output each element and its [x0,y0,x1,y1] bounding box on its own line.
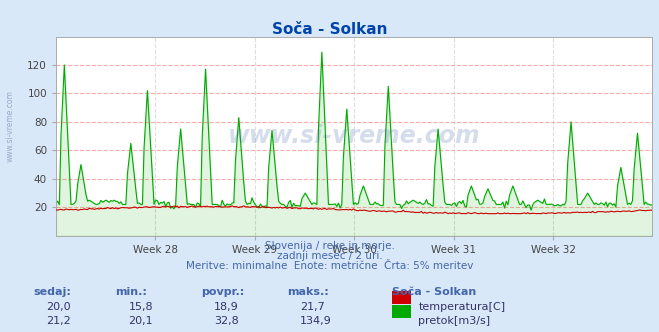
Text: Soča - Solkan: Soča - Solkan [272,22,387,37]
Text: 20,0: 20,0 [46,302,71,312]
Text: zadnji mesec / 2 uri.: zadnji mesec / 2 uri. [277,251,382,261]
Text: temperatura[C]: temperatura[C] [418,302,505,312]
Text: 20,1: 20,1 [129,316,153,326]
Text: www.si-vreme.com: www.si-vreme.com [228,124,480,148]
Text: maks.:: maks.: [287,287,328,297]
Text: sedaj:: sedaj: [33,287,71,297]
Text: 134,9: 134,9 [300,316,331,326]
Text: pretok[m3/s]: pretok[m3/s] [418,316,490,326]
Text: min.:: min.: [115,287,147,297]
Text: www.si-vreme.com: www.si-vreme.com [5,90,14,162]
Text: 18,9: 18,9 [214,302,239,312]
Text: Slovenija / reke in morje.: Slovenija / reke in morje. [264,241,395,251]
Text: 21,2: 21,2 [46,316,71,326]
Text: 32,8: 32,8 [214,316,239,326]
Text: Soča - Solkan: Soča - Solkan [392,287,476,297]
Text: 21,7: 21,7 [300,302,325,312]
Text: Meritve: minimalne  Enote: metrične  Črta: 5% meritev: Meritve: minimalne Enote: metrične Črta:… [186,261,473,271]
Text: povpr.:: povpr.: [201,287,244,297]
Text: 15,8: 15,8 [129,302,153,312]
